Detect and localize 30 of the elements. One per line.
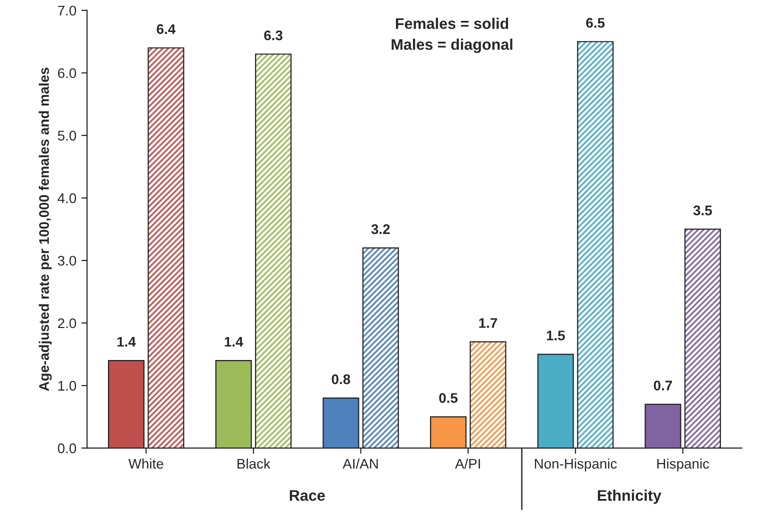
y-tick-label: 5.0: [58, 130, 76, 141]
data-label: 6.3: [264, 30, 282, 40]
annotation: Females = solid Males = diagonal: [392, 18, 512, 53]
data-label: 1.4: [117, 336, 136, 347]
data-label: 1.5: [546, 330, 565, 340]
y-tick-label: 3.0: [58, 256, 76, 266]
y-tick-label: 1.0: [58, 380, 76, 391]
data-label: 1.7: [479, 318, 498, 328]
y-tick-label: 6.0: [58, 68, 76, 78]
y-tick-label: 4.0: [58, 193, 76, 204]
text: Ethnicity: [598, 490, 662, 504]
data-label: 6.4: [156, 24, 176, 34]
x-tick-label: Hispanic: [657, 458, 710, 472]
x-tick-label: A/PI: [455, 458, 480, 469]
y-tick-label: 2.0: [58, 318, 76, 328]
data-label: 6.5: [586, 18, 605, 28]
data-label: 3.2: [371, 224, 390, 234]
data-label: 0.8: [332, 374, 350, 384]
data-label: 0.5: [439, 393, 458, 403]
y-axis-title: Age-adjusted rate per 100,000 females and males: [38, 68, 52, 391]
x-tick-label: AI/AN: [342, 458, 378, 469]
x-tick-label: White: [128, 458, 164, 469]
data-label: 0.7: [654, 380, 672, 390]
text: Race: [290, 490, 325, 501]
y-tick-label: 0.0: [58, 443, 76, 454]
x-tick-label: Non-Hispanic: [534, 458, 617, 472]
y-tick-label: 7.0: [58, 6, 76, 16]
data-label: 1.4: [224, 336, 244, 347]
data-label: 3.5: [693, 206, 712, 216]
x-tick-label: Black: [238, 458, 270, 469]
